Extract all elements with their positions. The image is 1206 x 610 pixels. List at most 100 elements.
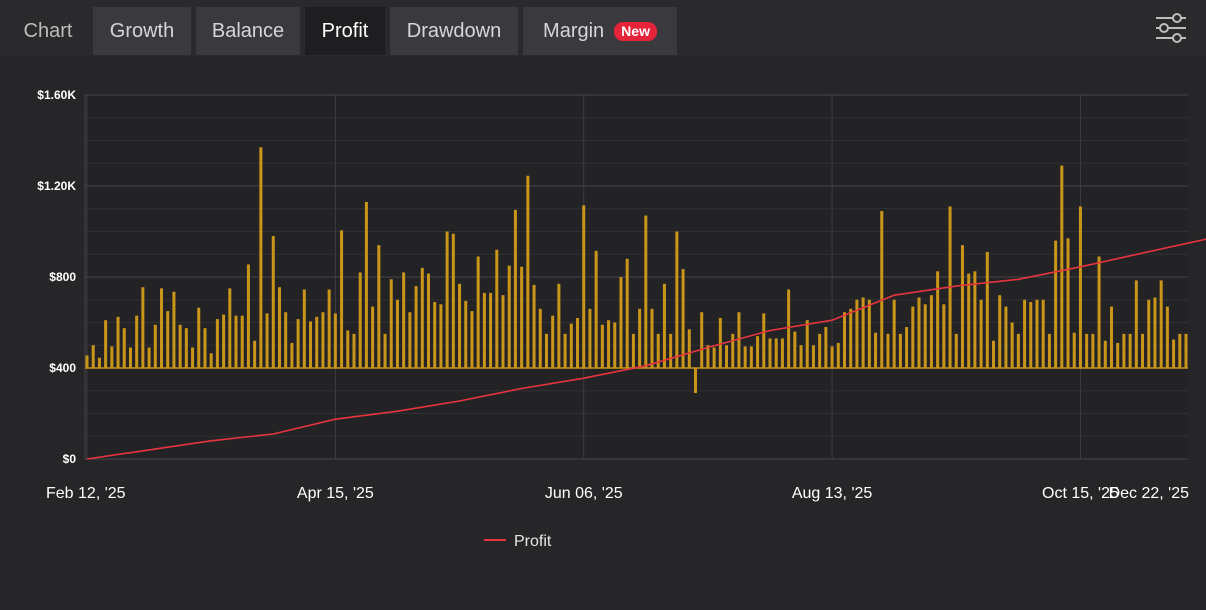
profit-bar [191,347,195,368]
profit-bar [383,333,387,368]
profit-bar [1103,340,1107,368]
profit-bar [464,300,468,368]
tab-chart: Chart [8,7,88,55]
profit-bar [1134,280,1138,368]
profit-bar [1029,302,1033,368]
profit-bar [756,336,760,368]
sliders-icon[interactable] [1152,10,1190,46]
x-tick-label: Dec 22, '25 [1109,485,1190,502]
tab-balance[interactable]: Balance [196,7,300,55]
tab-growth[interactable]: Growth [93,7,191,55]
profit-bar [898,333,902,368]
profit-bar [743,346,747,368]
profit-bar [1172,339,1176,368]
profit-bar [619,277,623,368]
profit-bar [1141,333,1145,368]
tab-margin[interactable]: Margin New [523,7,677,55]
profit-bar [1004,306,1008,368]
profit-bar [874,332,878,368]
profit-bar [538,308,542,368]
profit-bar [489,292,493,368]
profit-bar [389,279,393,368]
profit-bar [731,333,735,368]
profit-bar [296,319,300,368]
profit-bar [967,273,971,368]
legend-label-profit: Profit [514,533,552,550]
profit-bar [1023,299,1027,368]
profit-bar [613,322,617,368]
profit-bar [1184,333,1188,368]
profit-bar [793,331,797,368]
profit-bar [1122,333,1126,368]
profit-bar [414,286,418,368]
y-tick-label: $400 [49,361,76,375]
profit-bar [333,313,337,368]
profit-bar [265,313,269,368]
profit-bar [1109,306,1113,368]
profit-bar [923,304,927,368]
profit-bar [582,205,586,368]
profit-bar [725,345,729,368]
profit-bar [811,345,815,368]
tab-drawdown[interactable]: Drawdown [390,7,518,55]
profit-bar [1041,299,1045,368]
profit-bar [861,297,865,368]
profit-bar [97,357,101,368]
profit-bar [1060,165,1064,368]
profit-bar [774,338,778,368]
profit-bar [520,266,524,368]
profit-bar [960,245,964,368]
y-tick-label: $0 [63,452,77,466]
chart-tab-bar: Chart Growth Balance Profit Drawdown Mar… [0,0,1206,56]
profit-bar [855,299,859,368]
tab-margin-label: Margin [543,19,605,42]
profit-bar [234,315,238,368]
profit-bar [656,333,660,368]
y-tick-label: $1.60K [37,88,76,102]
profit-bar [141,287,145,368]
profit-bar [992,340,996,368]
profit-bar [1178,333,1182,368]
profit-bar [110,346,114,368]
profit-bar [358,272,362,368]
profit-bar [1047,333,1051,368]
profit-bar [346,330,350,368]
profit-bar [458,283,462,368]
profit-bar [259,147,263,368]
profit-bar [644,215,648,368]
profit-bar [780,338,784,368]
profit-bar [985,251,989,368]
profit-bar [824,327,828,368]
y-tick-label: $1.20K [37,179,76,193]
profit-bar [402,272,406,368]
profit-bar [905,327,909,368]
profit-bar [1091,333,1095,368]
profit-chart-svg: $0 $400 $800 $1.20K $1.60K Feb 12, '25 Apr 15,… [37,88,1206,550]
profit-bar [830,346,834,368]
profit-bar [1159,280,1163,368]
profit-bar [942,304,946,368]
profit-bar [594,250,598,368]
profit-bar [352,333,356,368]
profit-bar [228,288,232,368]
profit-bar [495,249,499,368]
x-tick-label: Oct 15, '25 [1042,485,1119,502]
profit-bar [818,333,822,368]
profit-bar [302,289,306,368]
profit-bar [327,289,331,368]
profit-bar [290,342,294,368]
profit-bar [178,324,182,368]
profit-bar [271,236,275,368]
profit-bar [222,314,226,368]
profit-bar [607,320,611,368]
profit-bar [433,302,437,368]
profit-bar [687,329,691,368]
profit-bar [843,312,847,368]
profit-bar [979,299,983,368]
profit-bar [309,321,313,368]
tab-profit[interactable]: Profit [305,7,385,55]
profit-bar [886,333,890,368]
profit-bar [867,299,871,368]
profit-bar [625,258,629,368]
profit-bar [1016,333,1020,368]
